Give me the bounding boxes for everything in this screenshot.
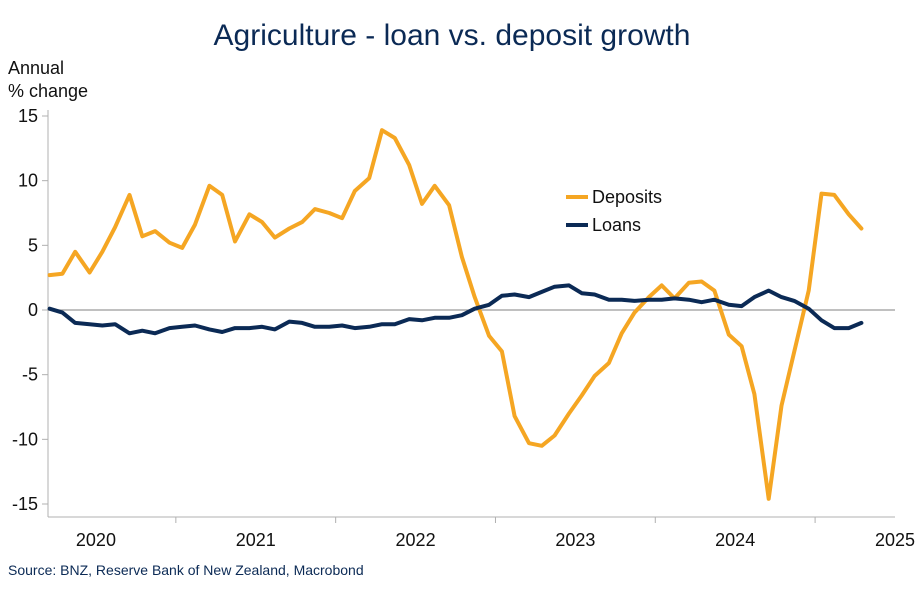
y-tick-label: 0	[28, 300, 38, 320]
y-tick-label: 5	[28, 235, 38, 255]
series-line-deposits	[47, 128, 864, 501]
y-tick-label: -10	[12, 429, 38, 449]
y-axis-label-line1: Annual	[8, 58, 64, 78]
y-axis-label-line2: % change	[8, 81, 88, 101]
y-ticks: 15 10 5 0 -5 -10 -15	[12, 106, 48, 514]
x-tick-label: 2023	[555, 530, 595, 550]
legend: Deposits Loans	[566, 187, 662, 235]
chart-title: Agriculture - loan vs. deposit growth	[214, 19, 691, 52]
x-tick-label: 2024	[715, 530, 755, 550]
y-tick-label: -5	[22, 365, 38, 385]
y-tick-label: 10	[18, 171, 38, 191]
x-ticks: 2020 2021 2022 2023 2024 2025	[76, 517, 915, 550]
series-lines	[47, 128, 864, 501]
legend-label-deposits: Deposits	[592, 187, 662, 207]
series-line-loans	[47, 283, 864, 336]
x-tick-label: 2020	[76, 530, 116, 550]
legend-label-loans: Loans	[592, 215, 641, 235]
x-tick-label: 2022	[396, 530, 436, 550]
y-tick-label: 15	[18, 106, 38, 126]
x-tick-label: 2025	[875, 530, 915, 550]
y-tick-label: -15	[12, 494, 38, 514]
source-note: Source: BNZ, Reserve Bank of New Zealand…	[8, 562, 364, 578]
x-tick-label: 2021	[236, 530, 276, 550]
